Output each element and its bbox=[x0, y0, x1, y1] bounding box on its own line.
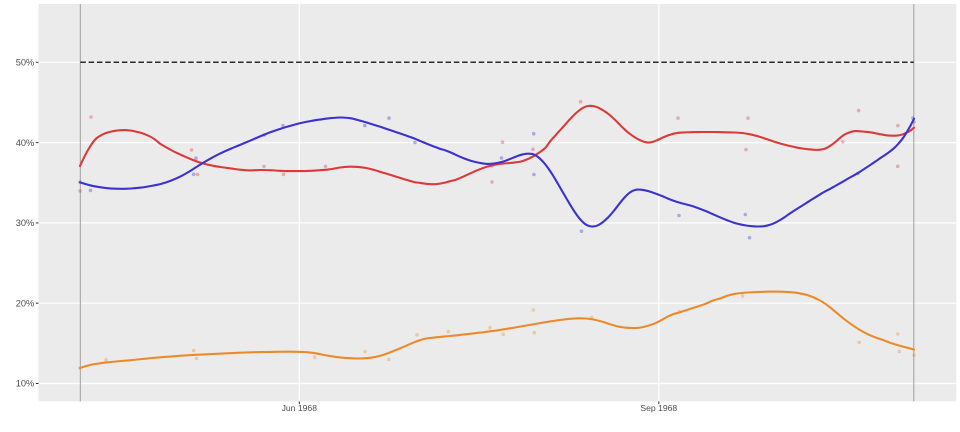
svg-text:Jun 1968: Jun 1968 bbox=[282, 403, 318, 413]
svg-text:10%: 10% bbox=[16, 379, 35, 389]
svg-text:20%: 20% bbox=[16, 298, 35, 308]
svg-text:50%: 50% bbox=[16, 58, 35, 68]
svg-text:30%: 30% bbox=[16, 218, 35, 228]
svg-text:Sep 1968: Sep 1968 bbox=[640, 403, 677, 413]
svg-text:40%: 40% bbox=[16, 138, 35, 148]
